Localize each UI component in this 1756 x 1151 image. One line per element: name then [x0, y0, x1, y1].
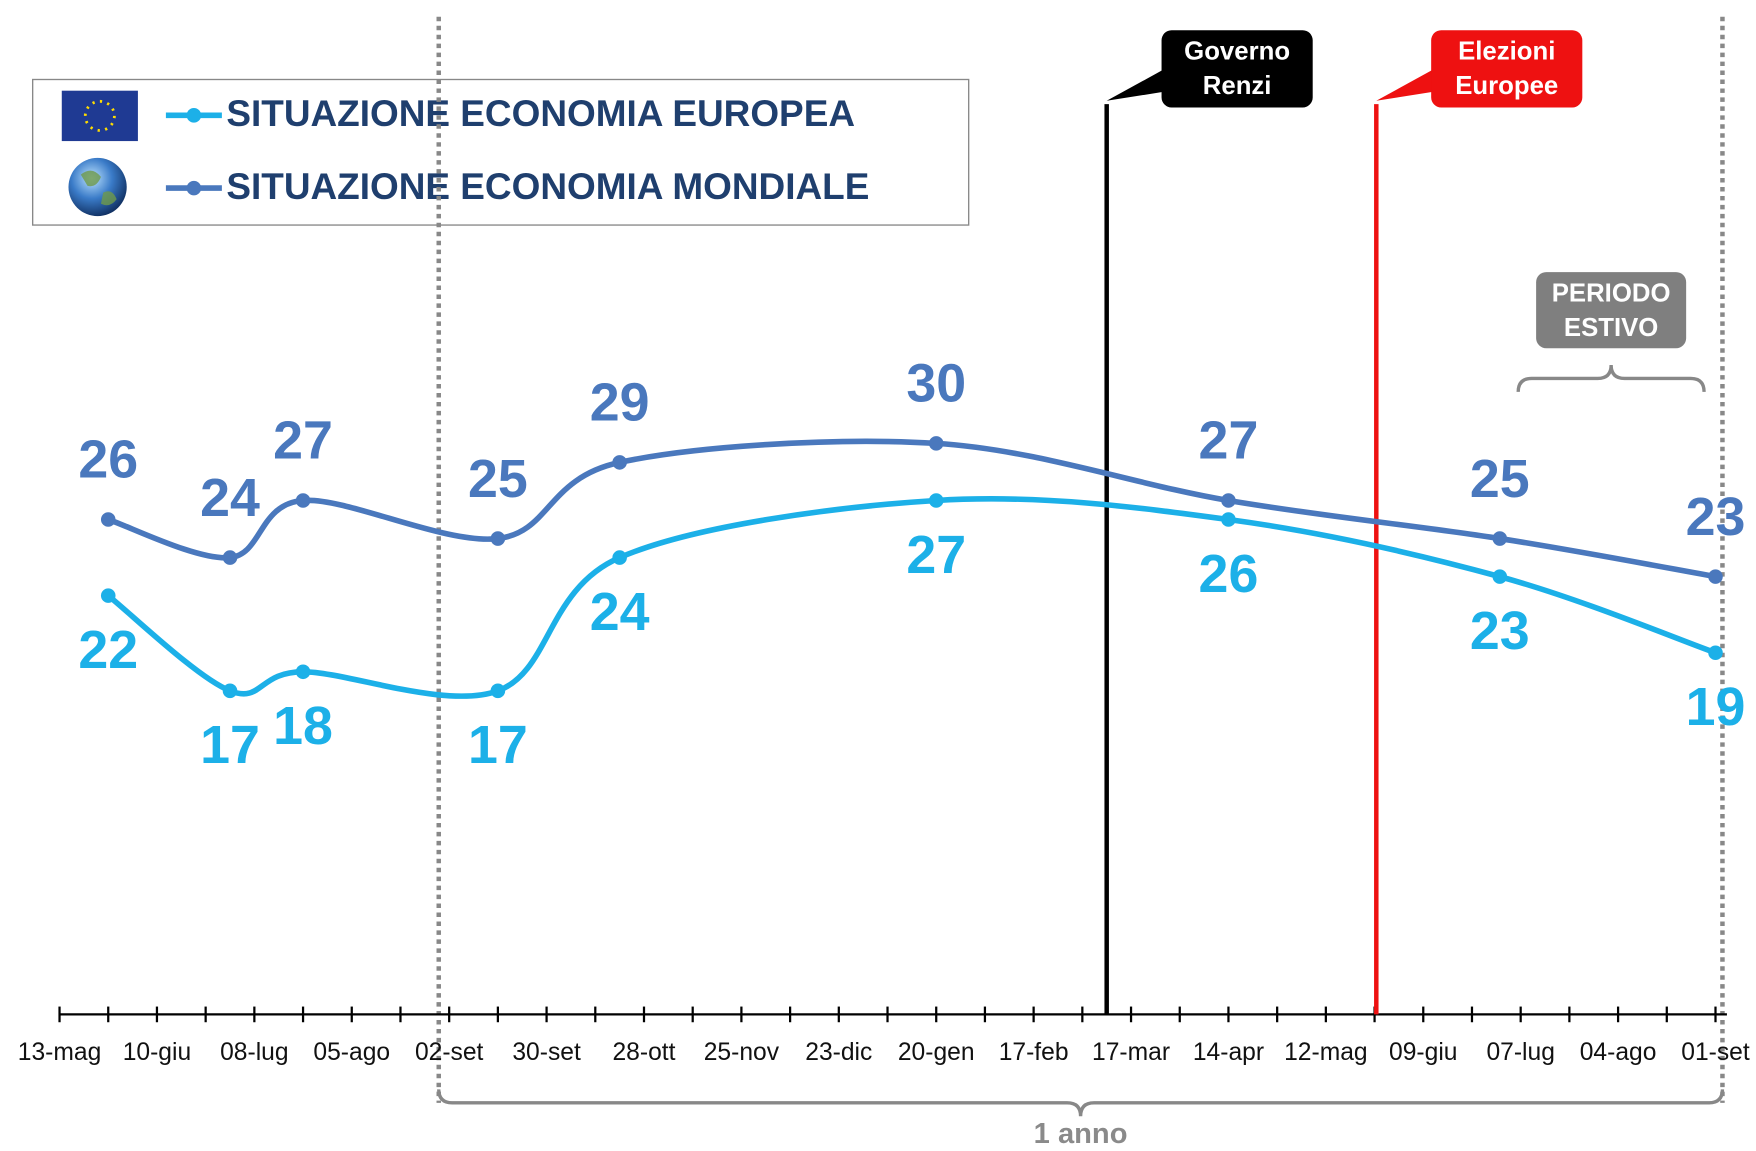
data-point: [490, 531, 506, 546]
callout-tail: [1376, 69, 1434, 101]
data-label: 27: [906, 525, 966, 585]
data-label: 29: [590, 373, 650, 433]
data-point: [100, 588, 116, 603]
data-label: 23: [1686, 487, 1746, 547]
data-point: [100, 512, 116, 527]
data-point: [1221, 512, 1236, 527]
x-tick-label: 07-lug: [1486, 1039, 1554, 1066]
x-tick-label: 04-ago: [1580, 1039, 1657, 1066]
data-label: 17: [200, 715, 260, 775]
data-point: [490, 683, 506, 699]
callout-text: Renzi: [1203, 72, 1272, 100]
data-point: [612, 455, 627, 470]
data-point: [222, 683, 238, 699]
series-line: [107, 438, 1716, 580]
x-tick-label: 25-nov: [704, 1039, 780, 1066]
data-label: 25: [1470, 449, 1530, 509]
span-box: [1536, 272, 1687, 349]
x-tick-label: 02-set: [415, 1039, 484, 1066]
data-label: 25: [468, 449, 528, 509]
callout-text: Governo: [1184, 37, 1290, 65]
data-point: [928, 493, 944, 508]
data-label: 24: [590, 582, 650, 642]
callout-text: Elezioni: [1458, 37, 1555, 65]
globe: [68, 157, 127, 217]
legend-marker: [186, 180, 202, 196]
data-label: 22: [78, 620, 138, 680]
data-label: 17: [468, 715, 528, 775]
x-tick-label: 23-dic: [805, 1039, 872, 1066]
legend-marker: [186, 108, 202, 123]
data-label: 30: [906, 354, 966, 414]
x-tick-label: 13-mag: [18, 1039, 102, 1066]
data-point: [1492, 531, 1508, 546]
data-point: [222, 550, 238, 565]
callout-box: [1431, 30, 1583, 108]
brace: [437, 1089, 1725, 1117]
span-text: 1 anno: [1034, 1118, 1128, 1150]
data-label: 23: [1470, 601, 1530, 661]
data-label: 26: [78, 430, 138, 490]
data-label: 18: [273, 696, 333, 756]
data-point: [1708, 645, 1723, 661]
data-label: 26: [1199, 544, 1259, 604]
data-point: [1492, 569, 1508, 584]
legend-label: SITUAZIONE ECONOMIA MONDIALE: [226, 166, 869, 207]
data-point: [1708, 569, 1723, 584]
callout-box: [1161, 30, 1313, 108]
x-tick-label: 01-set: [1681, 1039, 1750, 1066]
x-tick-label: 08-lug: [220, 1039, 288, 1066]
data-label: 27: [273, 411, 333, 471]
x-tick-label: 14-apr: [1193, 1039, 1264, 1066]
data-label: 27: [1199, 411, 1259, 471]
data-point: [1221, 493, 1236, 508]
legend-label: SITUAZIONE ECONOMIA EUROPEA: [226, 93, 855, 134]
x-tick-label: 30-set: [512, 1039, 581, 1066]
x-tick-label: 28-ott: [613, 1039, 676, 1066]
data-point: [295, 664, 311, 680]
series-line: [106, 496, 1717, 699]
data-label: 19: [1686, 677, 1746, 737]
data-point: [928, 436, 944, 451]
legend-box: [31, 78, 970, 226]
x-tick-label: 20-gen: [898, 1039, 975, 1066]
data-point: [612, 550, 627, 565]
callout-text: Europee: [1455, 72, 1558, 100]
span-text: ESTIVO: [1564, 314, 1658, 342]
legend: SITUAZIONE ECONOMIA EUROPEA SITUAZIONE EC…: [31, 78, 970, 226]
span-text: PERIODO: [1552, 279, 1671, 307]
x-tick-label: 12-mag: [1284, 1039, 1368, 1066]
eu-flag: [61, 90, 138, 142]
data-point: [295, 493, 311, 508]
x-tick-label: 17-feb: [999, 1039, 1069, 1066]
data-label: 24: [200, 468, 260, 528]
x-tick-label: 09-giu: [1389, 1039, 1457, 1066]
x-tick-label: 05-ago: [313, 1039, 390, 1066]
x-tick-label: 17-mar: [1092, 1039, 1170, 1066]
x-tick-label: 10-giu: [123, 1039, 191, 1066]
brace: [1516, 364, 1706, 392]
callout-tail: [1106, 69, 1164, 101]
